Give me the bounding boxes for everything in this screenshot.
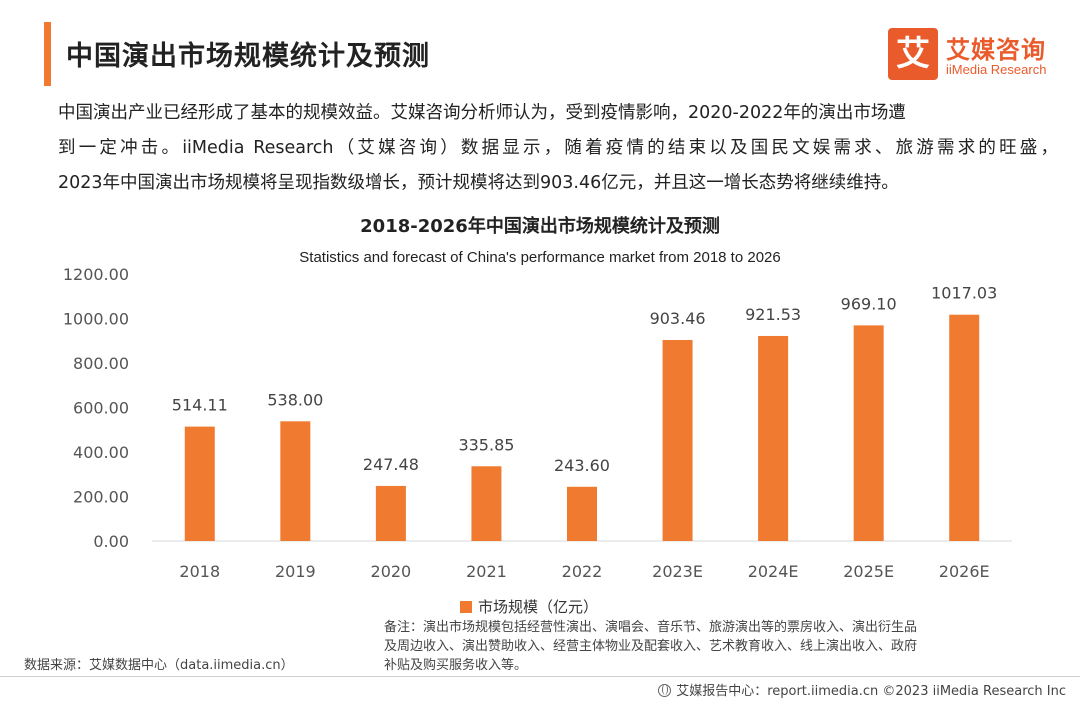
data-label: 969.10 <box>841 294 897 313</box>
intro-paragraph: 中国演出产业已经形成了基本的规模效益。艾媒咨询分析师认为，受到疫情影响，2020… <box>58 96 1058 201</box>
footer-text: 艾媒报告中心：report.iimedia.cn ©2023 iiMedia R… <box>676 684 1066 699</box>
bar <box>567 486 597 541</box>
y-tick-label: 600.00 <box>73 399 129 418</box>
bar <box>280 421 311 541</box>
bar <box>375 485 406 541</box>
x-tick-label: 2023E <box>652 562 703 581</box>
x-tick-label: 2026E <box>939 562 990 581</box>
y-tick-label: 200.00 <box>73 488 129 507</box>
bar <box>184 426 215 541</box>
chart-legend: 市场规模（亿元） <box>460 596 598 617</box>
data-label: 243.60 <box>554 456 610 475</box>
logo-chinese-name: 艾媒咨询 <box>946 36 1046 64</box>
bar <box>758 335 789 541</box>
x-tick-label: 2024E <box>748 562 799 581</box>
intro-line: 2023年中国演出市场规模将呈现指数级增长，预计规模将达到903.46亿元，并且… <box>58 173 899 193</box>
legend-swatch <box>460 601 472 613</box>
data-label: 1017.03 <box>931 284 997 303</box>
logo-mark-icon: 艾 <box>888 28 938 80</box>
chart-title: 2018-2026年中国演出市场规模统计及预测 <box>360 216 720 237</box>
data-label: 335.85 <box>458 435 514 454</box>
intro-line: 到一定冲击。iiMedia Research（艾媒咨询）数据显示，随着疫情的结束… <box>58 138 1058 158</box>
bar <box>853 325 884 541</box>
data-label: 538.00 <box>267 390 323 409</box>
y-tick-label: 400.00 <box>73 443 129 462</box>
globe-icon <box>658 684 672 697</box>
legend-label: 市场规模（亿元） <box>478 598 599 616</box>
note-line: 及周边收入、演出赞助收入、经营主体物业及配套收入、艺术教育收入、线上演出收入、政… <box>384 639 918 654</box>
bar <box>949 314 980 541</box>
chart-subtitle: Statistics and forecast of China's perfo… <box>299 249 781 266</box>
data-label: 921.53 <box>745 305 801 324</box>
data-label: 247.48 <box>363 455 419 474</box>
brand-logo: 艾 艾媒咨询 iiMedia Research <box>888 28 1068 84</box>
note-line: 备注：演出市场规模包括经营性演出、演唱会、音乐节、旅游演出等的票房收入、演出衍生… <box>384 620 918 635</box>
chart-note: 备注：演出市场规模包括经营性演出、演唱会、音乐节、旅游演出等的票房收入、演出衍生… <box>384 618 1044 675</box>
x-tick-label: 2019 <box>275 562 316 581</box>
y-tick-label: 0.00 <box>93 532 129 551</box>
x-tick-label: 2025E <box>843 562 894 581</box>
y-tick-label: 1000.00 <box>63 310 129 329</box>
data-label: 514.11 <box>172 396 228 415</box>
x-tick-label: 2018 <box>179 562 220 581</box>
page-title: 中国演出市场规模统计及预测 <box>66 41 430 72</box>
x-tick-label: 2022 <box>562 562 603 581</box>
x-tick-label: 2021 <box>466 562 507 581</box>
bar <box>662 339 693 541</box>
note-line: 补贴及购买服务收入等。 <box>384 658 528 673</box>
title-accent-bar <box>44 22 51 86</box>
footer: 艾媒报告中心：report.iimedia.cn ©2023 iiMedia R… <box>658 680 1066 699</box>
data-source: 数据来源：艾媒数据中心（data.iimedia.cn） <box>24 658 294 673</box>
y-tick-label: 1200.00 <box>63 265 129 284</box>
footer-divider <box>0 676 1080 677</box>
bar <box>471 466 502 541</box>
x-tick-label: 2020 <box>371 562 412 581</box>
y-tick-label: 800.00 <box>73 354 129 373</box>
logo-english-name: iiMedia Research <box>946 62 1047 77</box>
data-label: 903.46 <box>650 309 706 328</box>
intro-line: 中国演出产业已经形成了基本的规模效益。艾媒咨询分析师认为，受到疫情影响，2020… <box>58 103 906 123</box>
